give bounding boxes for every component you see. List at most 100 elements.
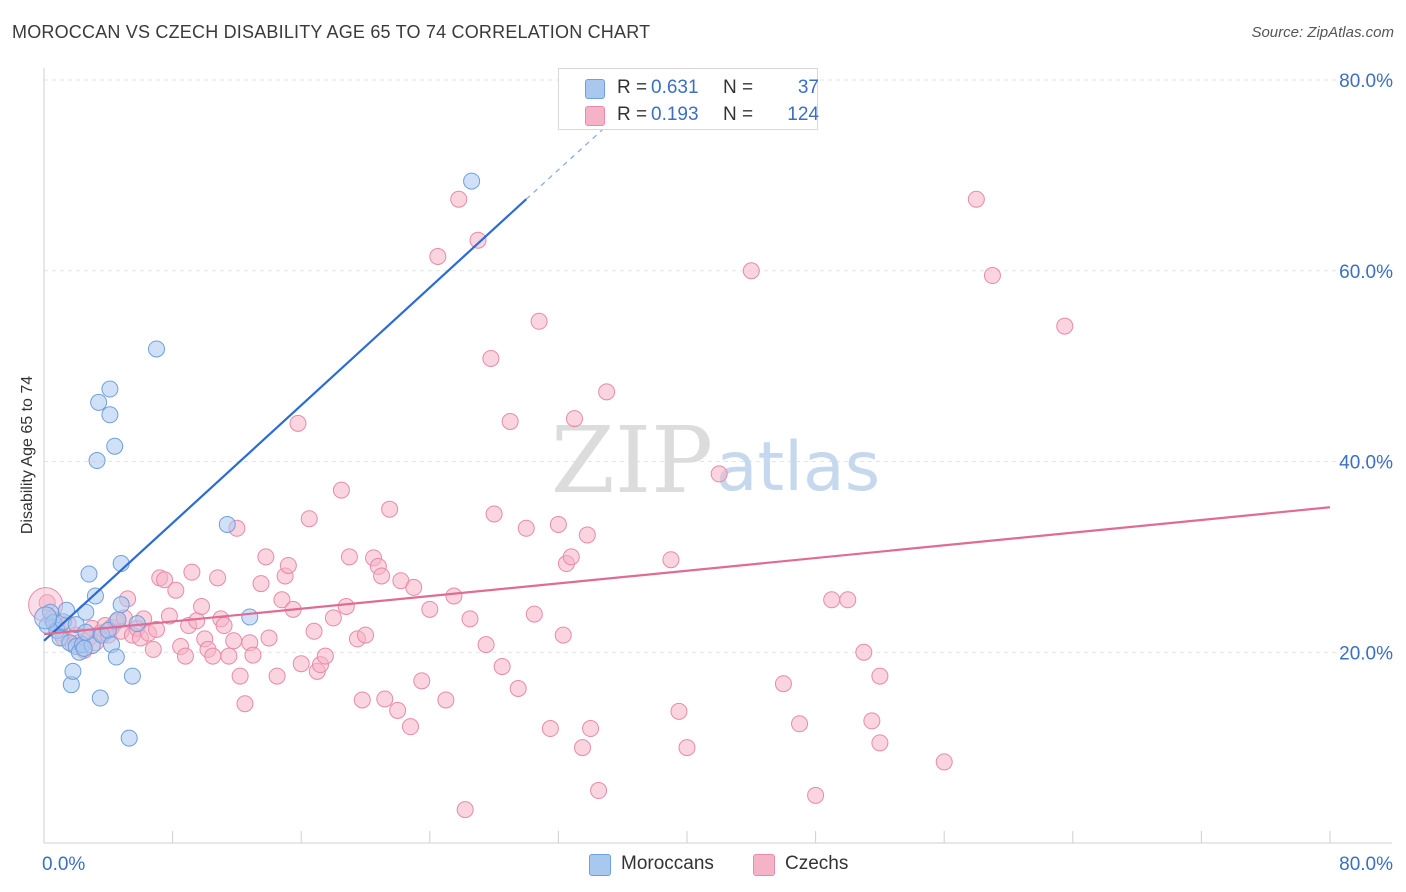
czech-point — [445, 587, 463, 605]
r-value: 0.631 — [651, 77, 699, 98]
moroccan-point — [80, 565, 98, 583]
moroccan-point — [75, 639, 93, 657]
y-tick-label: 80.0% — [1339, 71, 1393, 92]
czech-point — [413, 672, 431, 690]
czech-point — [477, 636, 495, 654]
czech-point — [710, 465, 728, 483]
czech-point — [405, 578, 423, 596]
czech-point — [501, 412, 519, 430]
czech-point — [252, 575, 270, 593]
czech-point — [148, 620, 166, 638]
czech-point — [209, 569, 227, 587]
n-label: N = — [723, 104, 754, 125]
czechs-swatch — [585, 106, 605, 126]
axes — [43, 68, 1392, 844]
czech-point — [324, 609, 342, 627]
watermark-atlas: atlas — [716, 428, 880, 507]
czech-point — [273, 591, 291, 609]
czech-point — [289, 414, 307, 432]
n-label: N = — [723, 77, 754, 98]
czechs-trendline — [43, 506, 1331, 636]
chart-title: MOROCCAN VS CZECH DISABILITY AGE 65 TO 7… — [12, 22, 651, 42]
czech-point — [305, 622, 323, 640]
czech-point — [402, 718, 420, 736]
czech-point — [541, 720, 559, 738]
r-label: R = — [617, 104, 648, 125]
series-legend: Moroccans Czechs — [0, 852, 1406, 878]
moroccan-point — [148, 340, 166, 358]
moroccans-legend-swatch — [589, 854, 611, 876]
czech-point — [236, 695, 254, 713]
correlation-legend: R = 0.631 N = 37 R = 0.193 N = 124 — [558, 68, 819, 130]
czech-point — [598, 383, 616, 401]
moroccan-point — [106, 437, 124, 455]
moroccan-point — [107, 648, 125, 666]
czech-point — [193, 597, 211, 615]
moroccans-trendline — [43, 198, 527, 642]
czech-point — [389, 701, 407, 719]
czech-point — [215, 617, 233, 635]
moroccan-point — [120, 729, 138, 747]
czech-point — [231, 667, 249, 685]
y-tick-label: 40.0% — [1339, 453, 1393, 474]
czech-point — [300, 510, 318, 528]
czech-point — [1056, 317, 1074, 335]
czech-point — [257, 548, 275, 566]
czech-point — [292, 655, 310, 673]
czech-point — [376, 690, 394, 708]
czech-point — [482, 349, 500, 367]
czech-point — [437, 691, 455, 709]
czechs-points — [28, 190, 1074, 819]
czech-point — [220, 647, 238, 665]
czech-point — [839, 591, 857, 609]
czech-point — [807, 786, 825, 804]
r-value: 0.193 — [651, 104, 699, 125]
y-tick-label: 20.0% — [1339, 643, 1393, 664]
czech-point — [554, 626, 572, 644]
moroccan-point — [112, 596, 130, 614]
moroccans-swatch — [585, 79, 605, 99]
czech-point — [225, 632, 243, 650]
czech-point — [549, 515, 567, 533]
czech-point — [578, 526, 596, 544]
moroccan-point — [86, 587, 104, 605]
czech-point — [260, 629, 278, 647]
czech-point — [525, 605, 543, 623]
czech-point — [871, 734, 889, 752]
czech-point — [244, 646, 262, 664]
czech-point — [337, 597, 355, 615]
czech-point — [183, 563, 201, 581]
moroccan-point — [77, 623, 95, 641]
czech-point — [188, 612, 206, 630]
r-label: R = — [617, 77, 648, 98]
moroccan-point — [34, 606, 58, 630]
czech-point — [590, 782, 608, 800]
moroccans-legend-label: Moroccans — [621, 853, 714, 874]
czech-point — [493, 658, 511, 676]
czech-point — [381, 500, 399, 518]
czech-point — [204, 647, 222, 665]
moroccan-point — [241, 608, 259, 626]
czech-point — [373, 567, 391, 585]
czech-point — [316, 647, 334, 665]
moroccan-point — [77, 603, 95, 621]
czech-point — [421, 600, 439, 618]
czech-point — [353, 691, 371, 709]
moroccan-point — [88, 452, 106, 470]
moroccan-point — [91, 689, 109, 707]
czech-point — [461, 610, 479, 628]
czech-point — [670, 702, 688, 720]
source-label: Source: ZipAtlas.com — [1251, 24, 1394, 41]
trendlines — [43, 125, 1331, 642]
watermark: ZIP atlas — [551, 407, 880, 514]
czech-point — [279, 556, 297, 574]
czech-point — [742, 262, 760, 280]
czech-point — [160, 607, 178, 625]
moroccan-point — [463, 172, 481, 190]
czech-point — [485, 505, 503, 523]
moroccan-point — [101, 380, 119, 398]
czech-point — [823, 591, 841, 609]
moroccan-point — [101, 406, 119, 424]
czech-point — [678, 739, 696, 757]
